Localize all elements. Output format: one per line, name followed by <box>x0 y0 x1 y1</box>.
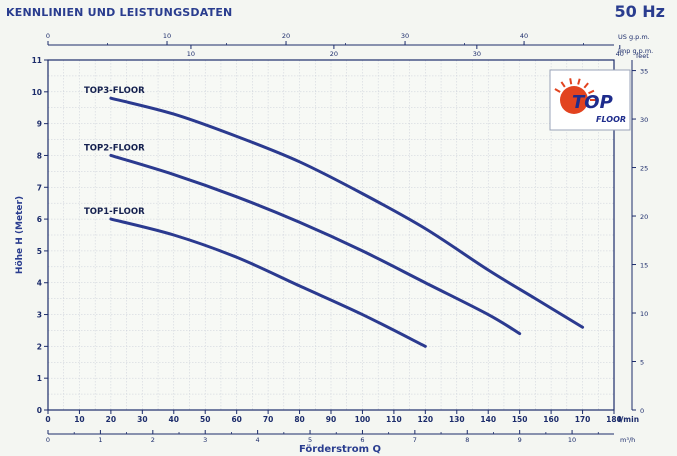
m3h-unit-label: m³/h <box>620 436 635 444</box>
y-tick-label: 3 <box>37 311 42 320</box>
m3h-tick-label: 5 <box>308 436 312 444</box>
x-tick-label: 170 <box>575 415 591 424</box>
m3h-tick-label: 9 <box>518 436 522 444</box>
x-tick-label: 180 <box>606 415 622 424</box>
m3h-tick-label: 2 <box>151 436 155 444</box>
series-group: TOP3-FLOOR TOP2-FLOOR TOP1-FLOOR <box>84 86 585 348</box>
axes <box>44 41 636 435</box>
usgpm-tick-label: 10 <box>163 32 171 40</box>
m3h-tick-label: 7 <box>413 436 417 444</box>
usgpm-tick-label: 30 <box>401 32 409 40</box>
usgpm-tick-label: 20 <box>282 32 290 40</box>
m3h-tick-label: 6 <box>360 436 364 444</box>
x-tick-label: 20 <box>106 415 116 424</box>
feet-tick-label: 20 <box>640 213 648 221</box>
series-line-3 <box>109 217 427 348</box>
feet-tick-label: 25 <box>640 165 648 173</box>
y-tick-label: 11 <box>32 56 42 65</box>
x-tick-label: 30 <box>137 415 147 424</box>
chart-title: KENNLINIEN UND LEISTUNGSDATEN <box>6 6 233 19</box>
usgpm-unit-label: US g.p.m. <box>618 33 650 41</box>
series-line-1 <box>109 96 585 329</box>
x-tick-label: 80 <box>294 415 304 424</box>
x-tick-label: 90 <box>326 415 336 424</box>
logo-word-top: TOP <box>572 92 613 113</box>
impgpm-tick-label: 40 <box>616 50 624 58</box>
impgpm-tick-label: 20 <box>330 50 338 58</box>
logo-ray <box>583 82 589 89</box>
x-tick-label: 40 <box>169 415 179 424</box>
logo-ray <box>577 78 581 85</box>
x-tick-label: 60 <box>231 415 241 424</box>
feet-tick-label: 35 <box>640 68 648 76</box>
impgpm-tick-label: 30 <box>473 50 481 58</box>
series-label-3: TOP1-FLOOR <box>84 207 145 217</box>
m3h-tick-label: 4 <box>256 436 260 444</box>
y-tick-label: 7 <box>37 183 42 192</box>
series-line-2 <box>109 153 522 336</box>
y-tick-label: 10 <box>32 88 42 97</box>
x-axis-label: Förderstrom Q <box>299 444 381 455</box>
x-tick-label: 150 <box>512 415 528 424</box>
y-tick-label: 6 <box>37 215 42 224</box>
logo-word-floor: FLOOR <box>596 115 626 124</box>
feet-unit-label: feet <box>636 52 649 60</box>
x-tick-label: 110 <box>386 415 402 424</box>
feet-tick-label: 15 <box>640 262 648 270</box>
feet-tick-label: 0 <box>640 407 644 415</box>
x-tick-label: 130 <box>449 415 465 424</box>
y-tick-label: 8 <box>37 151 42 160</box>
y-tick-label: 2 <box>37 342 42 351</box>
frequency-label: 50 Hz <box>614 2 665 21</box>
impgpm-tick-label: 10 <box>187 50 195 58</box>
grid <box>47 59 615 411</box>
series-label-2: TOP2-FLOOR <box>84 143 145 153</box>
y-tick-label: 5 <box>37 247 42 256</box>
m3h-tick-label: 10 <box>568 436 576 444</box>
x-tick-label: 0 <box>45 415 50 424</box>
brand-logo: TOP FLOOR <box>549 69 631 131</box>
logo-ray <box>588 89 595 95</box>
impgpm-unit-label: Imp g.p.m. <box>618 47 653 55</box>
y-tick-label: 0 <box>37 406 42 415</box>
logo-ray <box>560 81 566 88</box>
m3h-tick-label: 1 <box>98 436 102 444</box>
y-tick-label: 1 <box>37 374 42 383</box>
x-tick-label: 100 <box>355 415 371 424</box>
usgpm-tick-label: 0 <box>46 32 50 40</box>
feet-tick-label: 10 <box>640 310 648 318</box>
y-axis-label: Höhe H (Meter) <box>15 196 25 274</box>
x-tick-label: 120 <box>418 415 434 424</box>
y-tick-label: 4 <box>37 279 42 288</box>
x-tick-label: 140 <box>480 415 496 424</box>
usgpm-tick-label: 40 <box>520 32 528 40</box>
x-tick-label: 160 <box>543 415 559 424</box>
series-label-1: TOP3-FLOOR <box>84 86 145 96</box>
logo-ray <box>554 88 561 93</box>
x-tick-label: 50 <box>200 415 210 424</box>
logo-sun <box>560 86 588 114</box>
logo-ray <box>569 78 573 85</box>
m3h-tick-label: 0 <box>46 436 50 444</box>
x-tick-label: 70 <box>263 415 273 424</box>
feet-tick-label: 5 <box>640 359 644 367</box>
y-tick-label: 9 <box>37 120 42 129</box>
m3h-tick-label: 8 <box>465 436 469 444</box>
x-tick-label: 10 <box>74 415 84 424</box>
feet-tick-label: 30 <box>640 116 648 124</box>
m3h-tick-label: 3 <box>203 436 207 444</box>
x-unit-label: l/min <box>618 415 639 424</box>
